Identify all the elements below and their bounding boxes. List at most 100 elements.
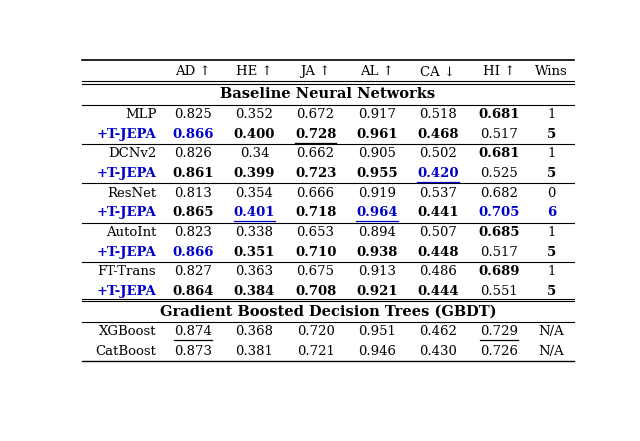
Text: +T-JEPA: +T-JEPA — [97, 206, 156, 219]
Text: 0.964: 0.964 — [356, 206, 397, 219]
Text: Gradient Boosted Decision Trees (GBDT): Gradient Boosted Decision Trees (GBDT) — [160, 305, 496, 319]
Text: 0.728: 0.728 — [295, 127, 336, 141]
Text: AL ↑: AL ↑ — [360, 65, 394, 78]
Text: 0.681: 0.681 — [478, 108, 520, 121]
Text: 0.525: 0.525 — [480, 167, 518, 180]
Text: 0.827: 0.827 — [174, 265, 212, 278]
Text: 0.919: 0.919 — [358, 187, 396, 200]
Text: 0.338: 0.338 — [236, 226, 273, 239]
Text: 0.951: 0.951 — [358, 325, 396, 338]
Text: 0.551: 0.551 — [480, 285, 518, 298]
Text: FT-Trans: FT-Trans — [98, 265, 156, 278]
Text: N/A: N/A — [539, 345, 564, 358]
Text: 5: 5 — [547, 127, 556, 141]
Text: 0.708: 0.708 — [295, 285, 336, 298]
Text: AutoInt: AutoInt — [106, 226, 156, 239]
Text: 5: 5 — [547, 167, 556, 180]
Text: DCNv2: DCNv2 — [108, 147, 156, 160]
Text: 0.718: 0.718 — [295, 206, 336, 219]
Text: 0.441: 0.441 — [417, 206, 459, 219]
Text: 0.675: 0.675 — [296, 265, 335, 278]
Text: 0.938: 0.938 — [356, 246, 397, 259]
Text: CatBoost: CatBoost — [95, 345, 156, 358]
Text: ResNet: ResNet — [108, 187, 156, 200]
Text: JA ↑: JA ↑ — [300, 65, 331, 78]
Text: XGBoost: XGBoost — [99, 325, 156, 338]
Text: 0.705: 0.705 — [478, 206, 520, 219]
Text: 0.865: 0.865 — [173, 206, 214, 219]
Text: 0.400: 0.400 — [234, 127, 275, 141]
Text: Wins: Wins — [535, 65, 568, 78]
Text: 0.384: 0.384 — [234, 285, 275, 298]
Text: 0.351: 0.351 — [234, 246, 275, 259]
Text: Baseline Neural Networks: Baseline Neural Networks — [220, 87, 436, 101]
Text: 0.681: 0.681 — [478, 147, 520, 160]
Text: 0.462: 0.462 — [419, 325, 457, 338]
Text: 0.420: 0.420 — [417, 167, 459, 180]
Text: 0.720: 0.720 — [296, 325, 335, 338]
Text: 0.685: 0.685 — [478, 226, 520, 239]
Text: 0.813: 0.813 — [174, 187, 212, 200]
Text: 0.823: 0.823 — [174, 226, 212, 239]
Text: 0.917: 0.917 — [358, 108, 396, 121]
Text: 0.905: 0.905 — [358, 147, 396, 160]
Text: +T-JEPA: +T-JEPA — [97, 167, 156, 180]
Text: 0.682: 0.682 — [480, 187, 518, 200]
Text: 0.672: 0.672 — [296, 108, 335, 121]
Text: HE ↑: HE ↑ — [236, 65, 273, 78]
Text: 5: 5 — [547, 246, 556, 259]
Text: 0.955: 0.955 — [356, 167, 397, 180]
Text: 1: 1 — [547, 226, 556, 239]
Text: 0.729: 0.729 — [480, 325, 518, 338]
Text: +T-JEPA: +T-JEPA — [97, 246, 156, 259]
Text: 0.825: 0.825 — [175, 108, 212, 121]
Text: +T-JEPA: +T-JEPA — [97, 285, 156, 298]
Text: 0.363: 0.363 — [236, 265, 273, 278]
Text: 0.873: 0.873 — [174, 345, 212, 358]
Text: 0.399: 0.399 — [234, 167, 275, 180]
Text: 0.381: 0.381 — [236, 345, 273, 358]
Text: 0.517: 0.517 — [480, 127, 518, 141]
Text: N/A: N/A — [539, 325, 564, 338]
Text: 0.866: 0.866 — [173, 246, 214, 259]
Text: +T-JEPA: +T-JEPA — [97, 127, 156, 141]
Text: 0.666: 0.666 — [296, 187, 335, 200]
Text: 5: 5 — [547, 285, 556, 298]
Text: 0.368: 0.368 — [236, 325, 273, 338]
Text: AD ↑: AD ↑ — [175, 65, 211, 78]
Text: 0.430: 0.430 — [419, 345, 457, 358]
Text: 0.866: 0.866 — [173, 127, 214, 141]
Text: 0.518: 0.518 — [419, 108, 457, 121]
Text: 0.401: 0.401 — [234, 206, 275, 219]
Text: 0.894: 0.894 — [358, 226, 396, 239]
Text: 0.354: 0.354 — [236, 187, 273, 200]
Text: 0.352: 0.352 — [236, 108, 273, 121]
Text: 0.468: 0.468 — [417, 127, 459, 141]
Text: 0.726: 0.726 — [480, 345, 518, 358]
Text: 6: 6 — [547, 206, 556, 219]
Text: 0.34: 0.34 — [240, 147, 269, 160]
Text: 0.517: 0.517 — [480, 246, 518, 259]
Text: 0.710: 0.710 — [295, 246, 336, 259]
Text: 0.486: 0.486 — [419, 265, 457, 278]
Text: 1: 1 — [547, 147, 556, 160]
Text: 0.537: 0.537 — [419, 187, 457, 200]
Text: 0.653: 0.653 — [296, 226, 335, 239]
Text: 0.507: 0.507 — [419, 226, 457, 239]
Text: 0.921: 0.921 — [356, 285, 397, 298]
Text: 0.448: 0.448 — [417, 246, 459, 259]
Text: 0: 0 — [547, 187, 556, 200]
Text: HI ↑: HI ↑ — [483, 65, 515, 78]
Text: 0.861: 0.861 — [173, 167, 214, 180]
Text: 0.961: 0.961 — [356, 127, 397, 141]
Text: CA ↓: CA ↓ — [420, 65, 456, 78]
Text: 0.913: 0.913 — [358, 265, 396, 278]
Text: MLP: MLP — [125, 108, 156, 121]
Text: 1: 1 — [547, 265, 556, 278]
Text: 0.946: 0.946 — [358, 345, 396, 358]
Text: 0.689: 0.689 — [478, 265, 520, 278]
Text: 0.502: 0.502 — [419, 147, 457, 160]
Text: 0.826: 0.826 — [174, 147, 212, 160]
Text: 0.662: 0.662 — [296, 147, 335, 160]
Text: 0.444: 0.444 — [417, 285, 459, 298]
